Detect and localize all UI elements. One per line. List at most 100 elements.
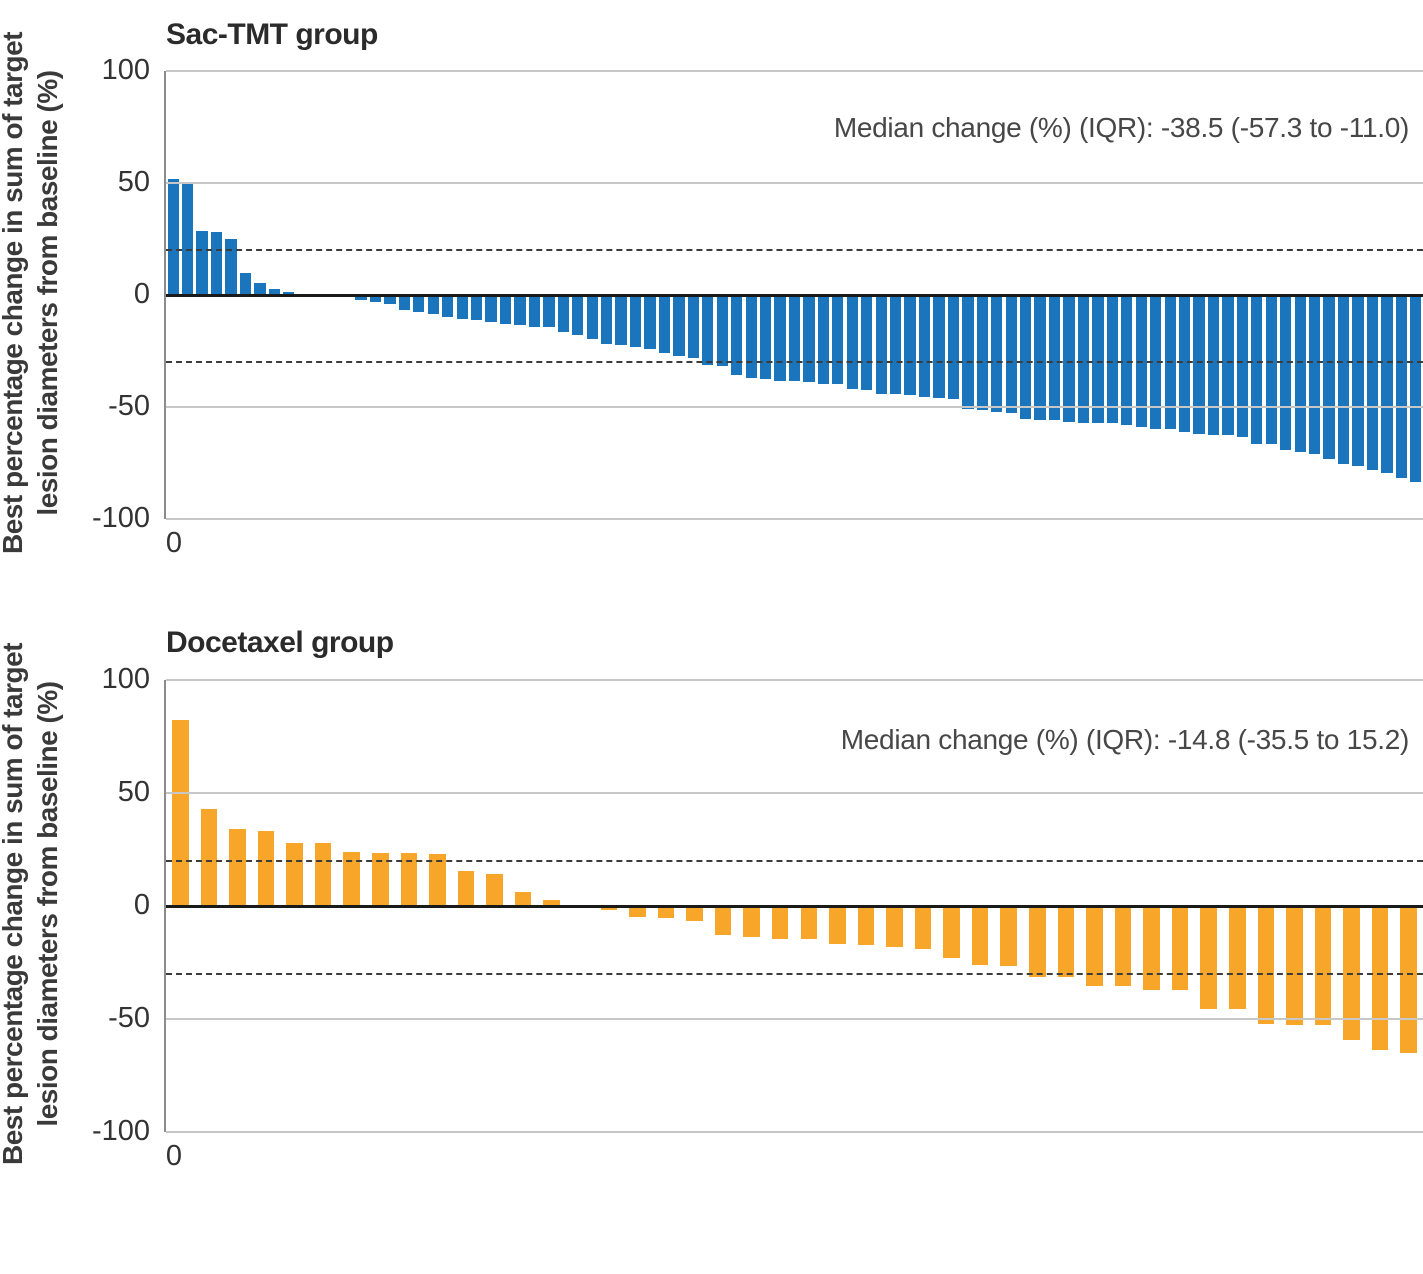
waterfall-bar <box>427 295 439 314</box>
zero-line <box>166 294 1423 297</box>
waterfall-bar <box>1135 295 1147 427</box>
plot-area-sac-tmt <box>164 70 1423 520</box>
waterfall-bar <box>745 295 757 378</box>
waterfall-bar <box>182 184 194 295</box>
waterfall-bar <box>572 295 584 336</box>
waterfall-bar <box>254 282 266 295</box>
waterfall-bar <box>1309 295 1321 454</box>
waterfall-bar <box>486 873 503 906</box>
reference-line-20 <box>166 249 1423 252</box>
waterfall-bar <box>788 295 801 382</box>
y-tick-label-100: 100 <box>101 663 150 695</box>
waterfall-bar <box>774 295 786 381</box>
waterfall-bar <box>172 719 189 906</box>
waterfall-bar <box>861 295 873 391</box>
waterfall-bar <box>1171 906 1189 990</box>
waterfall-bar <box>514 892 532 906</box>
waterfall-bar <box>1366 295 1379 471</box>
waterfall-bar <box>225 239 237 295</box>
waterfall-bar <box>1077 295 1090 423</box>
waterfall-bar <box>914 906 932 950</box>
waterfall-bar <box>686 906 703 921</box>
waterfall-bar <box>890 295 902 394</box>
x-tick-label-0: 0 <box>165 1140 183 1172</box>
panel-title-docetaxel: Docetaxel group <box>166 626 394 659</box>
waterfall-bar <box>457 870 475 906</box>
waterfall-bar <box>771 906 789 940</box>
waterfall-bar <box>343 852 360 906</box>
waterfall-bar <box>933 295 945 399</box>
gridline-50 <box>166 182 1423 184</box>
waterfall-bar <box>829 906 846 944</box>
waterfall-bar <box>600 906 618 911</box>
y-axis-line <box>164 71 166 519</box>
waterfall-bar <box>857 906 875 946</box>
waterfall-bar <box>239 272 252 295</box>
waterfall-bar <box>846 295 858 389</box>
waterfall-bar <box>716 295 728 367</box>
waterfall-bar <box>658 295 671 354</box>
waterfall-bar <box>1034 295 1046 421</box>
waterfall-bar <box>947 295 960 399</box>
waterfall-bar <box>904 295 916 396</box>
waterfall-bar <box>371 852 389 906</box>
waterfall-bar <box>499 295 512 324</box>
reference-line-20 <box>166 859 1423 862</box>
waterfall-bar <box>1029 906 1046 977</box>
waterfall-bar <box>687 295 699 358</box>
y-tick-label--100: -100 <box>91 502 150 534</box>
waterfall-bar <box>514 295 526 326</box>
gridline-50 <box>166 792 1423 794</box>
waterfall-bar <box>283 291 295 295</box>
waterfall-bar <box>456 295 468 320</box>
gridline-100 <box>166 70 1423 72</box>
waterfall-bar <box>886 906 903 947</box>
waterfall-bar <box>1352 295 1364 466</box>
waterfall-bar <box>1371 906 1389 1051</box>
waterfall-bar <box>586 295 598 339</box>
waterfall-bar <box>1000 906 1018 966</box>
y-tick-label-0: 0 <box>133 278 150 310</box>
zero-line <box>166 905 1423 908</box>
reference-line--30 <box>166 361 1423 364</box>
waterfall-bar <box>369 295 382 303</box>
waterfall-bar <box>629 295 642 347</box>
gridline--50 <box>166 406 1423 408</box>
waterfall-bar <box>229 828 246 906</box>
waterfall-bar <box>268 289 280 295</box>
waterfall-bar <box>384 295 396 304</box>
waterfall-bar <box>1057 906 1075 977</box>
waterfall-bar <box>257 831 275 906</box>
waterfall-bar <box>485 295 497 322</box>
waterfall-bar <box>1395 295 1407 479</box>
waterfall-bar <box>1410 295 1422 482</box>
waterfall-bar <box>1193 295 1205 434</box>
waterfall-bar <box>196 231 208 295</box>
waterfall-bar <box>875 295 887 394</box>
waterfall-bar <box>991 295 1003 412</box>
y-tick-label-0: 0 <box>133 889 150 921</box>
waterfall-bar <box>1143 906 1160 990</box>
waterfall-bar <box>629 906 646 917</box>
waterfall-bar <box>803 295 815 383</box>
x-tick-label-0: 0 <box>165 527 183 559</box>
waterfall-bar <box>543 899 560 906</box>
median-annotation-sac-tmt: Median change (%) (IQR): -38.5 (-57.3 to… <box>833 112 1409 143</box>
waterfall-bar <box>1086 906 1103 986</box>
waterfall-bar <box>314 843 332 906</box>
y-tick-label-50: 50 <box>117 166 150 198</box>
waterfall-bar <box>731 295 743 376</box>
waterfall-bar <box>1092 295 1104 423</box>
y-tick-label-50: 50 <box>117 776 150 808</box>
waterfall-bar <box>1323 295 1335 459</box>
waterfall-bar <box>702 295 714 365</box>
waterfall-bar <box>1286 906 1303 1025</box>
waterfall-bar <box>471 295 483 320</box>
reference-line--30 <box>166 972 1423 975</box>
waterfall-bar <box>167 178 179 295</box>
waterfall-bar <box>1020 295 1032 419</box>
waterfall-bar <box>1207 295 1220 436</box>
waterfall-bar <box>1048 295 1061 421</box>
waterfall-bar <box>1294 295 1306 452</box>
gridline--100 <box>166 518 1423 520</box>
